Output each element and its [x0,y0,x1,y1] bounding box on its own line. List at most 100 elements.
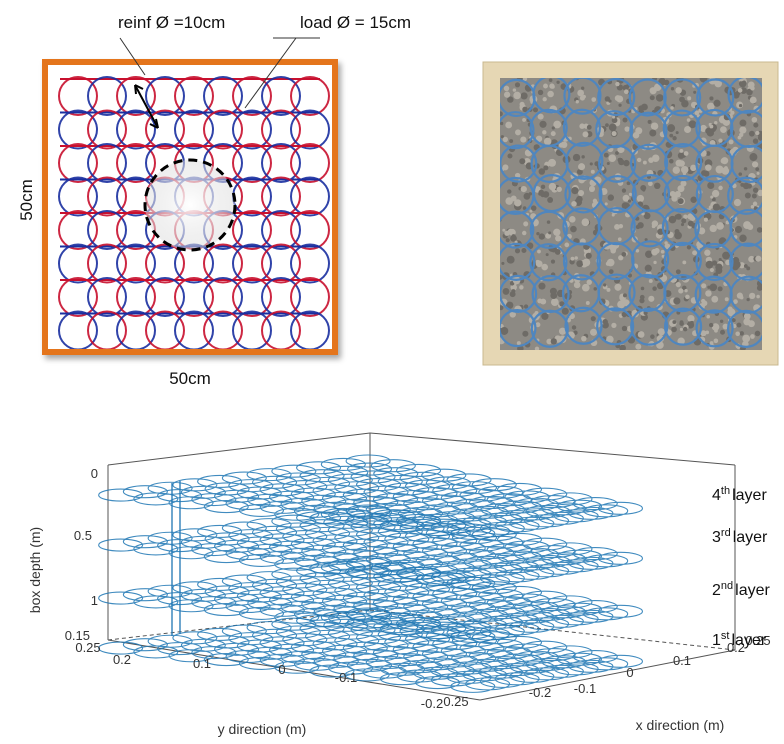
gravel [504,231,509,236]
gravel [624,126,629,131]
gravel [713,100,720,107]
gravel [522,331,528,337]
gravel [586,253,592,259]
gravel [569,216,576,223]
gravel [752,161,758,167]
y-tick-label: 0.1 [193,656,211,671]
gravel [643,161,647,165]
gravel [749,153,757,161]
gravel [749,293,755,299]
gravel [521,248,526,253]
gravel [523,221,528,226]
gravel [624,89,629,94]
gravel [746,298,749,301]
gravel [672,320,676,324]
gravel [571,257,575,261]
gravel [739,126,746,133]
gravel [541,264,548,271]
gravel [642,189,645,192]
gravel [538,90,543,95]
gravel [755,167,759,171]
gravel [614,284,621,291]
gravel [705,290,711,296]
gravel [537,250,541,254]
gravel [747,183,752,188]
gravel [605,123,609,127]
y-tick-label: 0.2 [113,652,131,667]
gravel [551,338,557,344]
gravel [590,329,597,336]
gravel [603,283,606,286]
gravel [709,124,713,128]
gravel [672,136,676,140]
gravel [608,194,614,200]
gravel [571,187,578,194]
gravel [517,341,521,345]
gravel [573,154,580,161]
y-tick-label: 0.25 [75,640,100,655]
gravel [680,328,683,331]
gravel [750,86,755,91]
y-tick-label: 0 [278,662,285,677]
gravel [735,226,742,233]
gravel [675,214,680,219]
gravel [576,100,579,103]
gravel [753,202,757,206]
gravel [729,140,734,145]
gravel [739,104,742,107]
gravel [591,316,596,321]
gravel [744,264,748,268]
gravel [547,197,553,203]
gravel [707,182,714,189]
gravel [607,162,610,165]
gravel [650,334,655,339]
gravel [683,214,687,218]
gravel [706,261,714,269]
gravel [590,162,593,165]
gravel [755,131,759,135]
layer-label: 1stlayer [712,630,767,649]
gravel [679,149,683,153]
layer-suffix: th [721,485,730,497]
gravel [745,192,751,198]
gravel [661,250,665,254]
gravel [701,299,705,303]
gravel [712,190,719,197]
layer-ordinal: 4 [712,487,721,504]
side-label: 50cm [17,179,36,221]
gravel [522,118,526,122]
gravel [539,233,545,239]
gravel [684,126,691,133]
gravel [611,323,616,328]
gravel [618,159,624,165]
gravel [675,229,680,234]
gravel [714,339,719,344]
gravel [581,87,584,90]
gravel [725,297,729,301]
gravel [514,199,521,206]
gravel [737,323,742,328]
gravel [669,159,674,164]
gravel [635,344,641,350]
gravel [687,96,691,100]
gravel [538,283,545,290]
gravel [709,283,717,291]
plot-3d: 00.510.150.250.20.10-0.1-0.20.25-0.2-0.1… [27,433,771,737]
layer-text: layer [733,529,768,546]
gravel [690,196,696,202]
gravel [589,186,595,192]
gravel [710,268,714,272]
figure-canvas: reinf Ø =10cm load Ø = 15cm 50cm 50cm 00… [0,0,784,744]
gravel [719,258,722,261]
gravel [506,238,510,242]
gravel [581,336,587,342]
gravel [676,282,681,287]
layer-ordinal: 3 [712,529,721,546]
gravel [501,262,504,265]
layer-text: layer [731,632,766,649]
gravel [520,137,526,143]
bottom-label: 50cm [169,369,211,388]
z-tick-label: 1 [91,593,98,608]
y-axis-label: y direction (m) [218,721,307,737]
gravel [555,235,561,241]
